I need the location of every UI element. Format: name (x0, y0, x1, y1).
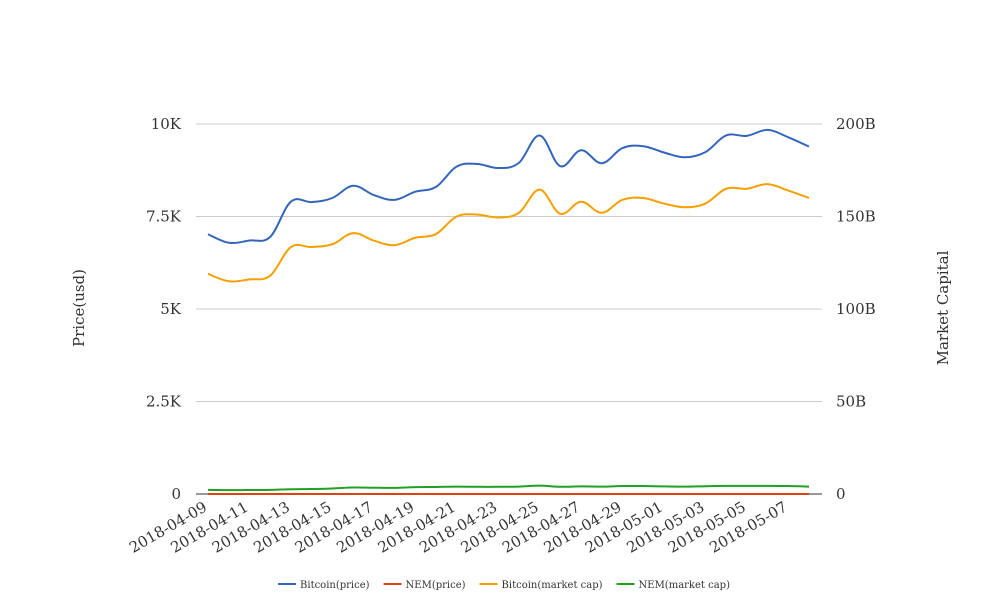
series-line-nem-market-cap (207, 484, 810, 492)
x-axis-ticks: 2018-04-092018-04-112018-04-132018-04-15… (126, 498, 790, 557)
legend-label: Bitcoin(market cap) (502, 580, 603, 591)
legend[interactable]: Bitcoin(price) NEM(price) Bitcoin(market c… (278, 580, 730, 591)
y-right-tick-label: 150B (836, 208, 876, 226)
y-left-tick-label: 0 (171, 485, 181, 503)
legend-item-nem-price[interactable]: NEM(price) (383, 580, 466, 591)
y-left-tick-label: 2.5K (146, 393, 182, 411)
legend-label: NEM(price) (406, 580, 466, 591)
y-right-tick-label: 100B (836, 300, 876, 318)
y-left-tick-label: 5K (160, 300, 182, 318)
legend-item-nem-market-cap[interactable]: NEM(market cap) (616, 580, 731, 591)
y-right-tick-label: 200B (836, 115, 876, 133)
series-lines (207, 128, 810, 495)
y-axis-left-title: Price(usd) (70, 269, 88, 347)
y-right-tick-label: 50B (836, 393, 866, 411)
y-axis-right-ticks: 0 50B 100B 150B 200B (836, 115, 876, 503)
y-right-tick-label: 0 (836, 485, 846, 503)
series-line-bitcoin-price (207, 128, 810, 245)
grid-lines (196, 123, 822, 495)
series-line-bitcoin-market-cap (207, 183, 810, 283)
legend-item-bitcoin-market-cap[interactable]: Bitcoin(market cap) (479, 580, 603, 591)
legend-label: NEM(market cap) (639, 580, 731, 591)
legend-label: Bitcoin(price) (300, 580, 370, 591)
y-axis-right-title: Market Capital (934, 250, 952, 365)
y-left-tick-label: 10K (151, 115, 182, 133)
y-axis-left-ticks: 0 2.5K 5K 7.5K 10K (146, 115, 182, 503)
legend-item-bitcoin-price[interactable]: Bitcoin(price) (278, 580, 370, 591)
y-left-tick-label: 7.5K (146, 208, 182, 226)
